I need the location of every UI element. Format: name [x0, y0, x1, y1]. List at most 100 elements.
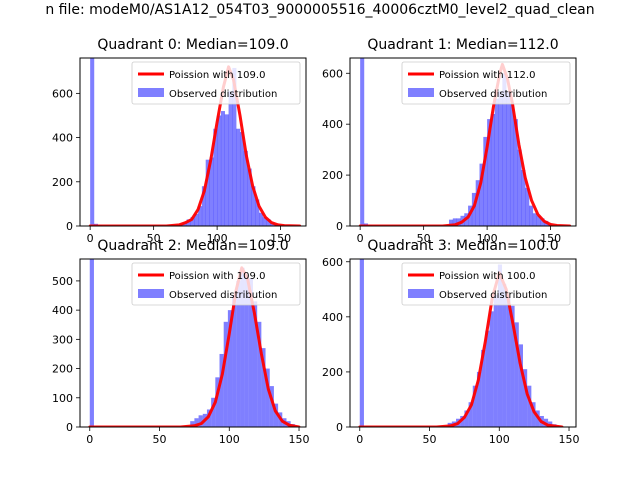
y-tick-label: 200 — [52, 176, 73, 189]
histogram-bar — [510, 305, 515, 427]
histogram-bar — [475, 180, 480, 226]
y-tick-label: 600 — [322, 67, 343, 80]
x-tick-label: 50 — [417, 232, 431, 245]
x-tick-label: 150 — [289, 433, 310, 446]
histogram-bar — [527, 385, 532, 427]
histogram-bar — [190, 217, 195, 226]
histogram-bar — [186, 219, 191, 226]
histogram-bar — [217, 115, 222, 226]
histogram-bar — [479, 163, 484, 226]
histogram-bar — [359, 259, 364, 427]
axes-frame — [349, 57, 577, 227]
x-tick-label: 100 — [489, 433, 510, 446]
histogram-bar — [449, 219, 454, 226]
x-tick-label: 150 — [540, 232, 561, 245]
y-tick-label: 200 — [52, 363, 73, 376]
y-tick-label: 0 — [66, 421, 73, 434]
y-tick-label: 0 — [336, 220, 343, 233]
y-tick-label: 0 — [336, 421, 343, 434]
legend: Poission with 112.0 Observed distribution — [401, 61, 571, 105]
histogram-bar — [502, 283, 507, 427]
legend: Poission with 109.0 Observed distribution — [131, 262, 301, 306]
histogram-bar — [261, 348, 266, 427]
subplot-1: 0 50 100 150 0 200 400 600 Poission with 112.0 Ob… — [322, 37, 577, 245]
histogram-bar — [489, 311, 494, 427]
y-tick-label: 500 — [52, 275, 73, 288]
histogram-bar — [247, 168, 252, 226]
histogram-bar — [468, 402, 473, 427]
legend-bar-swatch — [138, 88, 164, 97]
y-tick-label: 200 — [322, 169, 343, 182]
histogram-bar — [228, 91, 233, 226]
legend-label: Poission with 112.0 — [439, 70, 535, 81]
x-tick-label: 0 — [86, 433, 93, 446]
legend-label: Observed distribution — [169, 290, 277, 301]
plot-area — [88, 58, 302, 226]
histogram-bar — [232, 67, 237, 226]
y-tick-label: 600 — [322, 256, 343, 269]
histogram-bar — [206, 409, 212, 427]
histogram-bar — [273, 403, 279, 427]
axes-frame — [79, 258, 307, 428]
histogram-bar — [259, 212, 264, 226]
histogram-bar — [265, 368, 270, 427]
histogram-bar — [209, 157, 214, 226]
histogram-bar — [223, 321, 228, 427]
histogram-bar — [224, 114, 229, 226]
histogram-bar — [490, 114, 495, 226]
x-tick-label: 100 — [207, 232, 228, 245]
x-tick-label: 0 — [356, 433, 363, 446]
histogram-bar — [205, 159, 210, 226]
histogram-bar — [194, 418, 199, 427]
subplot-title: Quadrant 3: Median=100.0 — [367, 238, 558, 254]
histogram-bar — [522, 369, 528, 427]
histogram-bar — [536, 215, 541, 226]
x-tick-label: 150 — [559, 433, 580, 446]
histogram-bar — [266, 219, 271, 226]
histogram-bar — [240, 267, 245, 427]
y-tick-label: 400 — [52, 132, 73, 145]
x-tick-label: 50 — [153, 433, 167, 446]
histogram-bar — [248, 277, 253, 427]
histogram-bar — [529, 205, 534, 226]
legend: Poission with 109.0 Observed distribution — [131, 61, 301, 105]
histogram-bar — [487, 119, 492, 226]
y-tick-label: 400 — [322, 311, 343, 324]
histogram-bar — [485, 330, 490, 427]
histogram-bar — [190, 421, 195, 427]
legend-label: Poission with 109.0 — [169, 70, 265, 81]
y-tick-label: 200 — [322, 366, 343, 379]
y-tick-label: 0 — [66, 220, 73, 233]
legend-label: Observed distribution — [439, 89, 547, 100]
histogram-bar — [219, 353, 224, 427]
x-tick-label: 100 — [477, 232, 498, 245]
histogram-bar — [244, 275, 249, 427]
histogram-bar — [460, 415, 465, 427]
histogram-bar — [506, 91, 511, 226]
subplot-0: 0 50 100 150 0 200 400 600 Poission with 109.0 Ob… — [52, 37, 307, 245]
histogram-bar — [239, 132, 245, 226]
histogram-bar — [201, 186, 206, 226]
histogram-bar — [497, 264, 503, 427]
legend: Poission with 100.0 Observed distribution — [401, 262, 571, 306]
legend-bar-swatch — [408, 88, 434, 97]
histogram-bar — [194, 213, 199, 226]
subplot-title: Quadrant 0: Median=109.0 — [97, 37, 288, 53]
histogram-bar — [90, 58, 95, 226]
histogram-bar — [257, 321, 262, 427]
y-tick-label: 300 — [52, 333, 73, 346]
histogram-bar — [236, 280, 241, 427]
histogram-bar — [506, 297, 511, 427]
legend-label: Observed distribution — [169, 89, 277, 100]
histogram-bar — [521, 170, 526, 226]
histogram-bar — [269, 386, 274, 427]
y-tick-label: 400 — [52, 304, 73, 317]
histogram-bar — [236, 128, 241, 226]
legend-label: Observed distribution — [439, 290, 547, 301]
histogram-bar — [262, 217, 267, 226]
histogram-bar — [513, 119, 518, 226]
y-tick-label: 600 — [52, 87, 73, 100]
y-tick-label: 100 — [52, 392, 73, 405]
legend-box — [401, 262, 571, 306]
